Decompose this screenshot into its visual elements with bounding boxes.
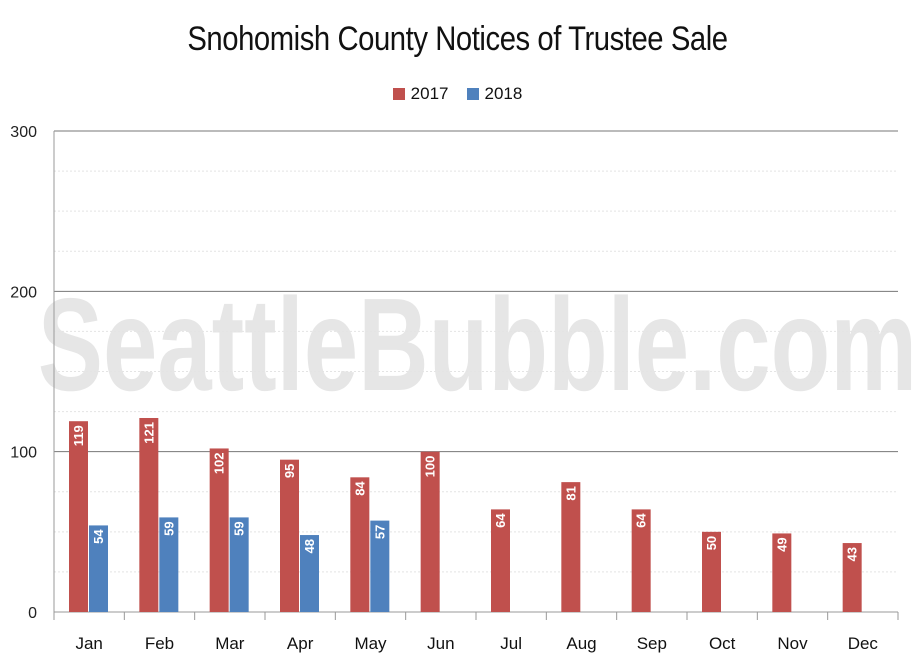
x-tick-label: Oct [709, 634, 736, 653]
x-tick-label: Mar [215, 634, 245, 653]
x-tick-label: Aug [566, 634, 596, 653]
bar-2017 [280, 459, 299, 612]
data-label-2017: 95 [282, 464, 297, 478]
x-tick-label: Feb [145, 634, 174, 653]
legend-swatch-2018 [466, 88, 479, 100]
legend-item-2018: 2018 [466, 84, 523, 104]
x-tick-label: Jul [500, 634, 522, 653]
bar-2018 [370, 520, 390, 612]
data-label-2017: 100 [423, 456, 438, 478]
chart-title: Snohomish County Notices of Trustee Sale [187, 20, 728, 58]
x-tick-label: Nov [777, 634, 808, 653]
legend-item-2017: 2017 [392, 84, 449, 104]
bar-2017 [631, 509, 651, 612]
data-label-2017: 49 [774, 537, 789, 551]
bar-2017 [420, 451, 440, 612]
y-tick-label: 0 [28, 605, 37, 622]
x-tick-label: Jun [427, 634, 454, 653]
bar-2017 [491, 509, 510, 612]
x-tick-label: Sep [637, 634, 667, 653]
bar-2017 [842, 543, 862, 612]
x-tick-label: May [354, 634, 387, 653]
bar-2017 [702, 531, 721, 612]
bar-2018 [300, 535, 319, 612]
x-tick-label: Jan [75, 634, 102, 653]
data-label-2018: 57 [372, 525, 387, 539]
data-label-2018: 48 [302, 539, 317, 553]
data-label-2017: 81 [563, 486, 578, 500]
data-label-2017: 43 [845, 547, 860, 561]
watermark: SeattleBubble.com [38, 271, 915, 419]
bar-2017 [772, 533, 792, 612]
legend-swatch-2017 [392, 88, 405, 100]
data-label-2017: 102 [212, 452, 227, 474]
data-label-2017: 64 [493, 513, 508, 528]
legend-label-2017: 2017 [410, 84, 449, 103]
x-tick-label: Apr [287, 634, 314, 653]
data-label-2017: 64 [634, 513, 649, 528]
bar-2018 [89, 525, 108, 612]
bar-2017 [350, 477, 370, 612]
data-label-2018: 54 [91, 529, 106, 544]
legend: 2017 2018 [0, 84, 915, 104]
bar-2017 [139, 417, 159, 612]
x-tick-label: Dec [848, 634, 879, 653]
y-tick-label: 200 [10, 284, 37, 301]
y-tick-label: 300 [10, 124, 37, 141]
legend-label-2018: 2018 [484, 84, 523, 103]
y-tick-label: 100 [10, 445, 37, 462]
bar-2017 [561, 482, 581, 612]
data-label-2017: 50 [704, 536, 719, 550]
data-label-2018: 59 [232, 521, 247, 535]
data-label-2017: 84 [352, 481, 367, 496]
bar-2018 [229, 517, 249, 612]
data-label-2017: 119 [71, 425, 86, 446]
data-label-2018: 59 [161, 521, 176, 535]
bar-2018 [159, 517, 179, 612]
data-label-2017: 121 [141, 422, 156, 444]
bar-2017 [69, 421, 88, 612]
bar-2017 [209, 448, 229, 612]
